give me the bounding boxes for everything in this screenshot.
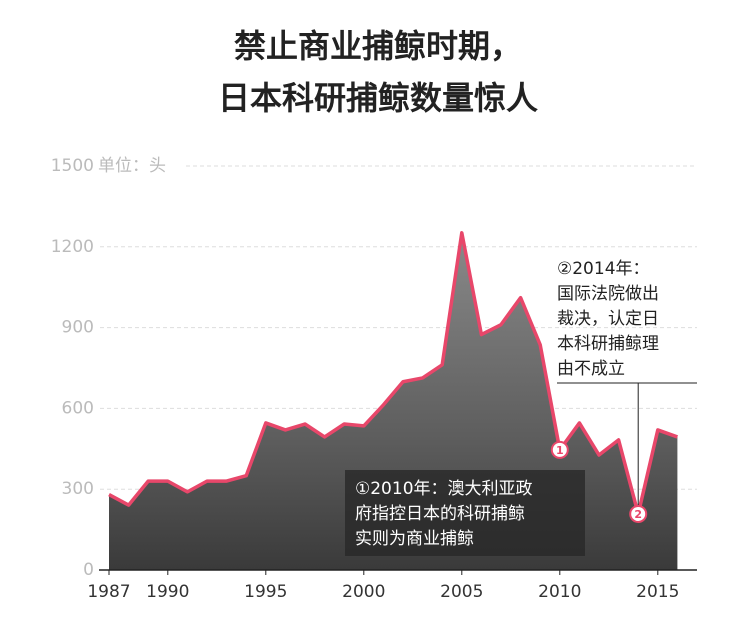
chart-title: 禁止商业捕鲸时期，: [234, 27, 522, 65]
line: [108, 231, 678, 516]
y-tick-label: 300: [62, 479, 94, 499]
annotation-marker-label: 2: [634, 508, 642, 521]
y-unit: 单位：头: [98, 156, 166, 176]
y-tick-label: 0: [83, 560, 94, 580]
x-tick-label: 1987: [87, 582, 130, 602]
annotation-text: 裁决，认定日: [557, 309, 659, 329]
annotation-box: [345, 470, 585, 556]
annotation-text: ①2010年：澳大利亚政: [355, 479, 533, 499]
x-tick-label: 2000: [342, 582, 385, 602]
annotation-text: ②2014年：: [557, 259, 650, 279]
y-tick-label: 600: [62, 398, 94, 418]
x-tick-label: 2010: [538, 582, 581, 602]
y-tick-label: 1500: [51, 156, 94, 176]
x-tick-label: 1995: [244, 582, 287, 602]
y-tick-label: 900: [62, 318, 94, 338]
annotation-text: 实则为商业捕鲸: [355, 529, 474, 549]
annotation-marker-label: 1: [556, 444, 564, 457]
x-tick-label: 2005: [440, 582, 483, 602]
annotation-marker: [629, 504, 648, 523]
x-tick-label: 2015: [636, 582, 679, 602]
annotation-text: 由不成立: [557, 359, 625, 379]
annotation-text: 本科研捕鲸理: [557, 334, 659, 354]
annotation-text: 国际法院做出: [557, 284, 659, 304]
annotation-leader: [557, 382, 697, 505]
chart-title: 日本科研捕鲸数量惊人: [218, 79, 538, 117]
y-tick-label: 1200: [51, 237, 94, 257]
x-tick-label: 1990: [146, 582, 189, 602]
annotation-text: 府指控日本的科研捕鲸: [355, 504, 525, 524]
annotation-marker: [550, 440, 569, 459]
